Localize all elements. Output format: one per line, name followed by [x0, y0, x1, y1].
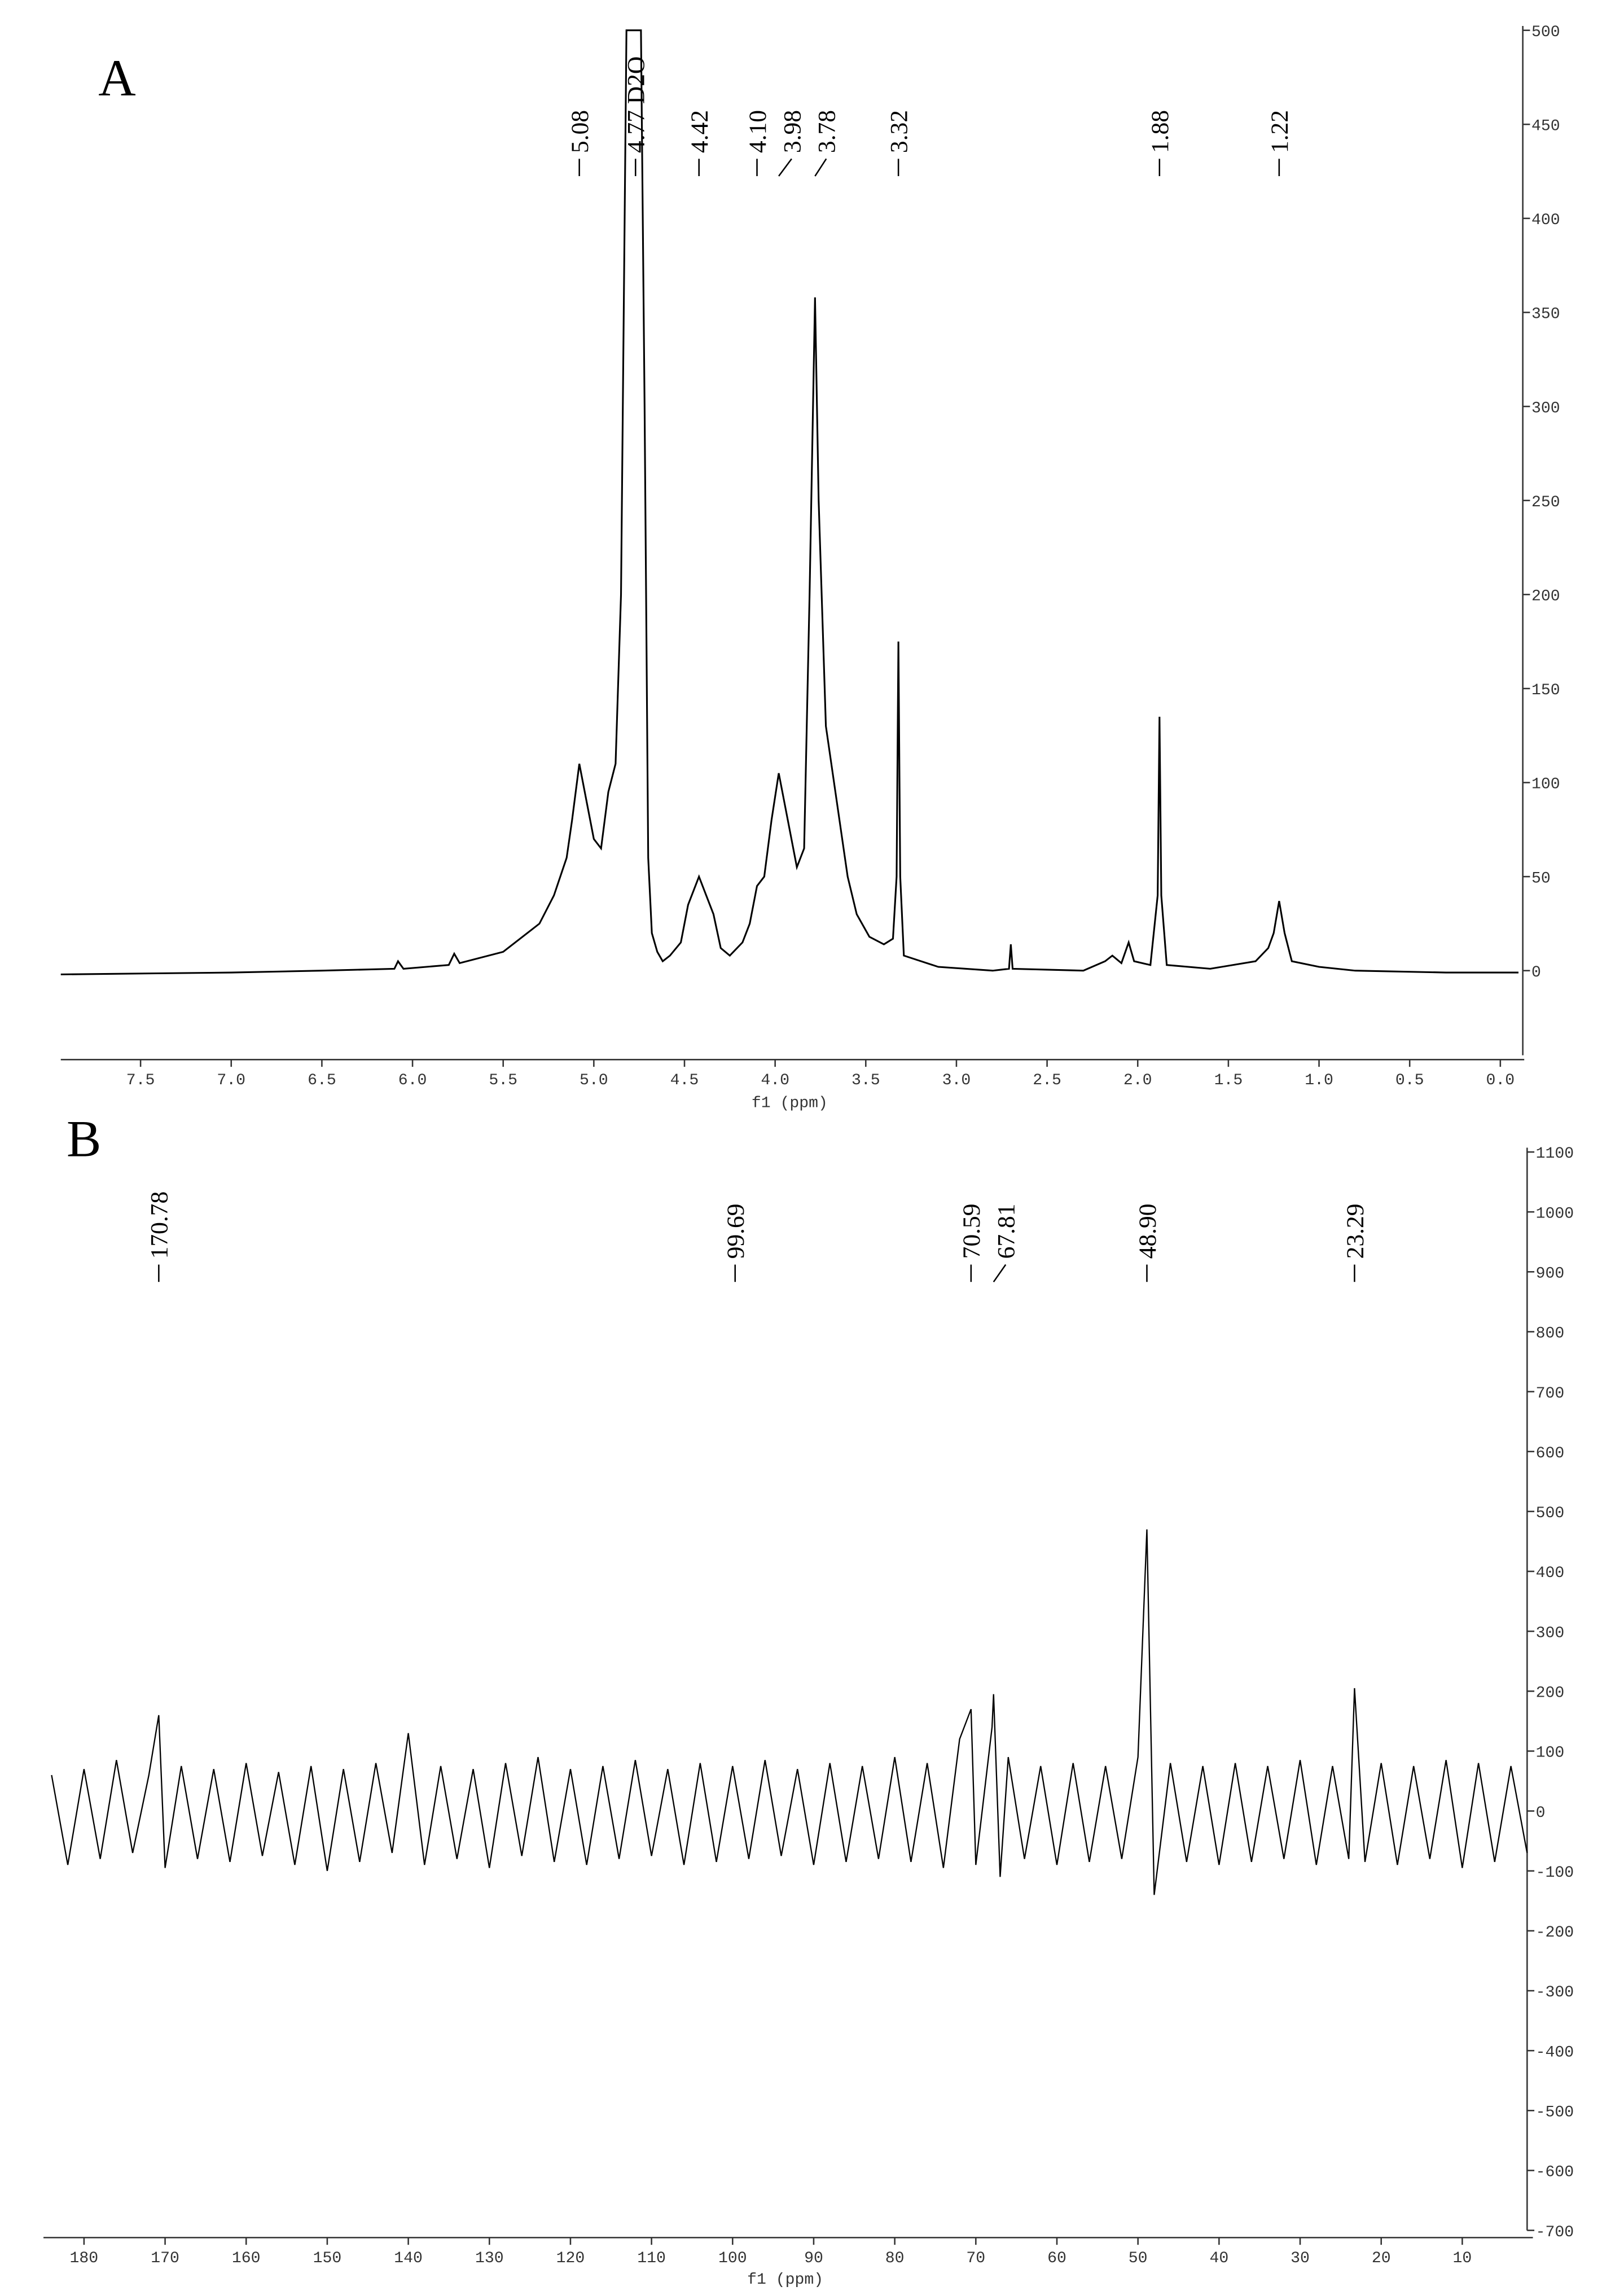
peak-label: 5.08 — [567, 110, 594, 153]
peak-leader — [814, 158, 827, 177]
x-tick-label: 2.0 — [1123, 1072, 1152, 1089]
y-tick-label: 350 — [1531, 306, 1560, 323]
x-tick-label: 3.0 — [942, 1072, 971, 1089]
peak-label: 3.98 — [779, 110, 806, 153]
y-tick-label: 1000 — [1536, 1205, 1574, 1223]
x-tick-label: 100 — [718, 2250, 747, 2267]
y-tick-label: 300 — [1531, 400, 1560, 417]
x-tick-label: 7.0 — [217, 1072, 245, 1089]
y-tick-label: 400 — [1536, 1565, 1565, 1582]
y-tick-label: 400 — [1531, 212, 1560, 229]
x-tick-label: 180 — [70, 2250, 99, 2267]
y-tick-label: -400 — [1536, 2044, 1574, 2061]
y-tick-label: 300 — [1536, 1624, 1565, 1642]
y-tick-label: -300 — [1536, 1984, 1574, 2001]
y-tick-label: 200 — [1531, 588, 1560, 606]
peak-label: 4.42 — [686, 110, 713, 153]
y-tick-label: -500 — [1536, 2104, 1574, 2122]
y-tick-label: 900 — [1536, 1265, 1565, 1283]
x-tick-label: 40 — [1209, 2250, 1228, 2267]
x-tick-label: 0.5 — [1395, 1072, 1424, 1089]
y-tick-label: 250 — [1531, 494, 1560, 511]
x-axis-label: f1 (ppm) — [747, 2271, 823, 2289]
x-tick-label: 170 — [151, 2250, 179, 2267]
x-tick-label: 30 — [1291, 2250, 1310, 2267]
x-tick-label: 110 — [637, 2250, 666, 2267]
y-tick-label: -100 — [1536, 1864, 1574, 1882]
peak-label: 4.77 D2O — [623, 56, 650, 153]
y-tick-label: 500 — [1531, 24, 1560, 41]
x-tick-label: 1.5 — [1214, 1072, 1243, 1089]
x-tick-label: 6.0 — [398, 1072, 427, 1089]
y-tick-label: 600 — [1536, 1445, 1565, 1462]
y-tick-label: -700 — [1536, 2224, 1574, 2241]
peak-label: 48.90 — [1134, 1203, 1161, 1259]
peak-label: 1.22 — [1266, 110, 1293, 153]
x-tick-label: 6.5 — [308, 1072, 336, 1089]
x-tick-label: 3.5 — [851, 1072, 880, 1089]
y-tick-label: -200 — [1536, 1924, 1574, 1942]
spectrum-line — [51, 1529, 1528, 1895]
x-tick-label: 160 — [232, 2250, 261, 2267]
x-tick-label: 140 — [394, 2250, 423, 2267]
x-tick-label: 10 — [1452, 2250, 1472, 2267]
y-tick-label: 450 — [1531, 118, 1560, 135]
x-tick-label: 5.0 — [580, 1072, 608, 1089]
y-tick-label: 50 — [1531, 870, 1551, 887]
x-tick-label: 60 — [1047, 2250, 1066, 2267]
panel-label: A — [98, 49, 135, 107]
peak-label: 3.32 — [885, 110, 912, 153]
panel-label: B — [67, 1110, 101, 1168]
y-tick-label: 700 — [1536, 1385, 1565, 1403]
x-tick-label: 130 — [475, 2250, 504, 2267]
y-tick-label: -600 — [1536, 2164, 1574, 2182]
peak-label: 67.81 — [993, 1203, 1020, 1259]
x-tick-label: 0.0 — [1486, 1072, 1515, 1089]
x-tick-label: 150 — [313, 2250, 342, 2267]
peak-label: 4.10 — [744, 110, 771, 153]
peak-label: 70.59 — [958, 1203, 985, 1259]
y-tick-label: 1100 — [1536, 1145, 1574, 1163]
x-tick-label: 1.0 — [1305, 1072, 1333, 1089]
peak-label: 99.69 — [722, 1203, 749, 1259]
y-tick-label: 100 — [1536, 1745, 1565, 1762]
x-tick-label: 2.5 — [1033, 1072, 1061, 1089]
peak-label: 3.78 — [814, 110, 841, 153]
x-tick-label: 5.5 — [489, 1072, 517, 1089]
x-axis-label: f1 (ppm) — [752, 1095, 828, 1112]
x-tick-label: 4.5 — [670, 1072, 699, 1089]
peak-leader — [778, 158, 792, 177]
spectrum-line — [60, 29, 1518, 975]
peak-leader — [993, 1264, 1007, 1282]
y-tick-label: 0 — [1536, 1804, 1546, 1822]
y-tick-label: 800 — [1536, 1325, 1565, 1343]
x-tick-label: 70 — [966, 2250, 985, 2267]
x-tick-label: 80 — [885, 2250, 905, 2267]
x-tick-label: 7.5 — [126, 1072, 155, 1089]
y-tick-label: 500 — [1536, 1505, 1565, 1522]
y-tick-label: 100 — [1531, 776, 1560, 794]
peak-label: 170.78 — [146, 1192, 173, 1259]
x-tick-label: 50 — [1129, 2250, 1148, 2267]
x-tick-label: 90 — [804, 2250, 823, 2267]
y-tick-label: 200 — [1536, 1685, 1565, 1702]
peak-label: 1.88 — [1147, 110, 1174, 153]
y-tick-label: 0 — [1531, 964, 1541, 982]
y-tick-label: 150 — [1531, 682, 1560, 699]
x-tick-label: 20 — [1372, 2250, 1391, 2267]
peak-label: 23.29 — [1342, 1203, 1369, 1259]
x-tick-label: 120 — [556, 2250, 585, 2267]
x-tick-label: 4.0 — [761, 1072, 789, 1089]
